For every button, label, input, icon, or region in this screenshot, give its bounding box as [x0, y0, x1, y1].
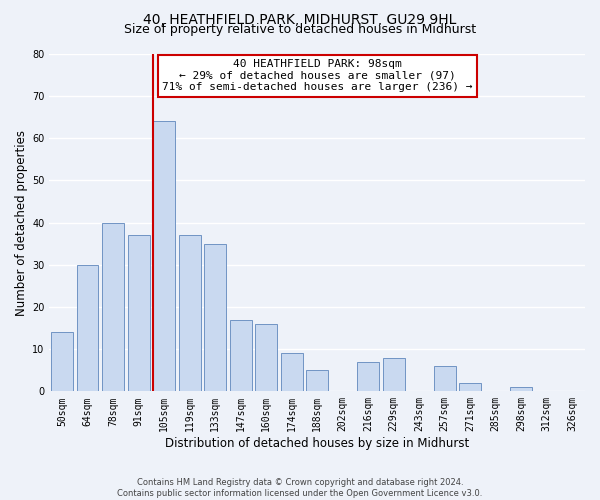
- X-axis label: Distribution of detached houses by size in Midhurst: Distribution of detached houses by size …: [165, 437, 469, 450]
- Bar: [281, 354, 302, 392]
- Bar: [383, 358, 404, 392]
- Bar: [256, 324, 277, 392]
- Bar: [358, 362, 379, 392]
- Text: Contains HM Land Registry data © Crown copyright and database right 2024.
Contai: Contains HM Land Registry data © Crown c…: [118, 478, 482, 498]
- Bar: [511, 387, 532, 392]
- Bar: [154, 122, 175, 392]
- Y-axis label: Number of detached properties: Number of detached properties: [15, 130, 28, 316]
- Bar: [205, 244, 226, 392]
- Text: 40 HEATHFIELD PARK: 98sqm
← 29% of detached houses are smaller (97)
71% of semi-: 40 HEATHFIELD PARK: 98sqm ← 29% of detac…: [162, 59, 472, 92]
- Bar: [307, 370, 328, 392]
- Bar: [434, 366, 455, 392]
- Bar: [179, 236, 200, 392]
- Bar: [103, 222, 124, 392]
- Bar: [52, 332, 73, 392]
- Bar: [77, 265, 98, 392]
- Bar: [128, 236, 149, 392]
- Text: 40, HEATHFIELD PARK, MIDHURST, GU29 9HL: 40, HEATHFIELD PARK, MIDHURST, GU29 9HL: [143, 12, 457, 26]
- Bar: [460, 383, 481, 392]
- Bar: [230, 320, 251, 392]
- Text: Size of property relative to detached houses in Midhurst: Size of property relative to detached ho…: [124, 22, 476, 36]
